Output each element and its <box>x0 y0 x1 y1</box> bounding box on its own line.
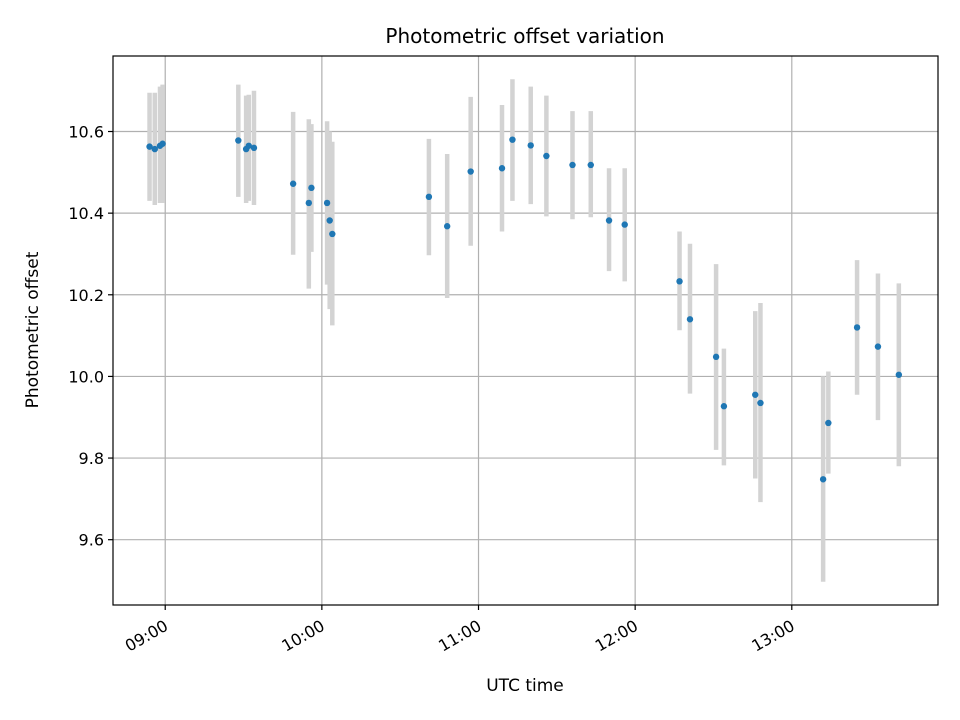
data-point <box>498 165 506 172</box>
grid <box>113 56 938 605</box>
data-point <box>569 161 576 169</box>
chart-title: Photometric offset variation <box>385 24 664 48</box>
plot-area <box>112 55 939 606</box>
data-point <box>587 161 594 169</box>
data-point <box>895 371 903 378</box>
data-point <box>621 221 628 228</box>
data-point <box>443 223 451 230</box>
y-tick-label: 9.6 <box>79 531 104 550</box>
y-tick-label: 10.2 <box>68 286 104 305</box>
data-point <box>151 145 158 153</box>
data-point <box>757 399 764 407</box>
data-point <box>825 419 832 427</box>
data-point <box>425 193 433 201</box>
data-point <box>543 152 550 160</box>
data-point <box>329 230 336 238</box>
data-point <box>874 343 882 350</box>
x-axis-title: UTC time <box>486 676 564 696</box>
data-points <box>146 136 903 483</box>
data-point <box>509 136 516 143</box>
data-point <box>686 316 694 323</box>
data-point <box>467 168 474 175</box>
data-point <box>326 217 333 224</box>
data-point <box>712 353 720 361</box>
data-point <box>289 180 297 187</box>
y-tick-label: 10.6 <box>68 123 104 142</box>
y-tick-label: 9.8 <box>79 449 104 468</box>
data-point <box>676 278 683 285</box>
data-point <box>245 142 252 149</box>
y-tick-label: 10.4 <box>68 204 104 223</box>
axes-frame <box>112 55 939 606</box>
data-point <box>308 184 315 192</box>
data-point <box>720 403 728 410</box>
y-axis-ticks: 9.6 9.8 10.0 10.2 10.4 10.6 <box>68 123 113 550</box>
y-tick-label: 10.0 <box>68 367 104 386</box>
data-point <box>853 324 861 331</box>
data-point <box>159 140 166 147</box>
data-point <box>752 391 759 398</box>
data-point <box>250 144 258 152</box>
data-point <box>146 143 153 150</box>
data-point <box>819 476 827 483</box>
data-point <box>235 137 242 144</box>
data-point <box>605 217 613 224</box>
data-point <box>305 199 313 207</box>
data-point <box>527 142 534 149</box>
y-axis-title: Photometric offset <box>23 251 43 408</box>
data-point <box>323 199 331 207</box>
